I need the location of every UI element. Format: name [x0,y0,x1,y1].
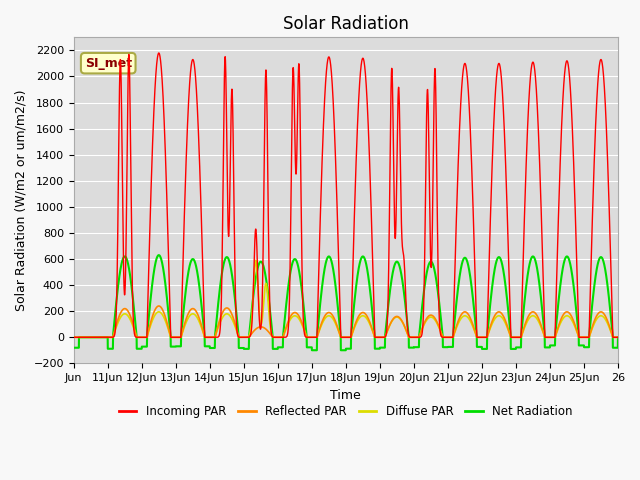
Text: SI_met: SI_met [84,57,132,70]
Y-axis label: Solar Radiation (W/m2 or um/m2/s): Solar Radiation (W/m2 or um/m2/s) [15,90,28,311]
X-axis label: Time: Time [330,389,361,402]
Title: Solar Radiation: Solar Radiation [283,15,409,33]
Legend: Incoming PAR, Reflected PAR, Diffuse PAR, Net Radiation: Incoming PAR, Reflected PAR, Diffuse PAR… [114,400,578,423]
